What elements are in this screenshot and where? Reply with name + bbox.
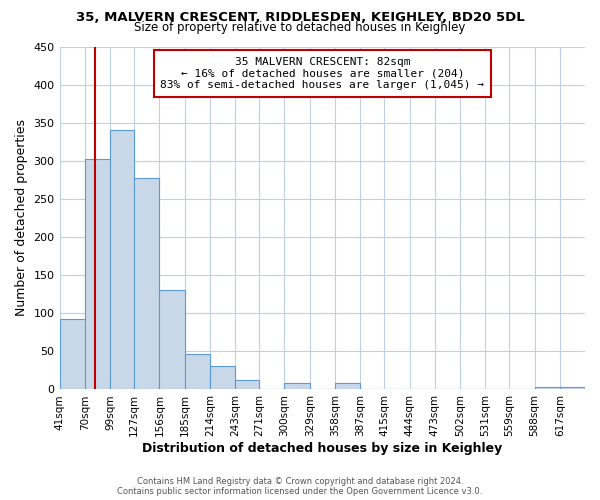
Text: Size of property relative to detached houses in Keighley: Size of property relative to detached ho… (134, 21, 466, 34)
Bar (235, 380, 259, 390)
Bar (160, 290, 185, 390)
Bar (85, 158, 110, 390)
Bar (185, 354, 210, 390)
Y-axis label: Number of detached properties: Number of detached properties (15, 120, 28, 316)
Text: 35 MALVERN CRESCENT: 82sqm
← 16% of detached houses are smaller (204)
83% of sem: 35 MALVERN CRESCENT: 82sqm ← 16% of deta… (160, 57, 484, 90)
Bar (59, 320, 85, 390)
Bar (535, 387, 560, 390)
Bar (134, 178, 160, 390)
Bar (335, 382, 360, 390)
Bar (210, 366, 235, 390)
X-axis label: Distribution of detached houses by size in Keighley: Distribution of detached houses by size … (142, 442, 502, 455)
Bar (110, 130, 134, 390)
Text: 35, MALVERN CRESCENT, RIDDLESDEN, KEIGHLEY, BD20 5DL: 35, MALVERN CRESCENT, RIDDLESDEN, KEIGHL… (76, 11, 524, 24)
Text: Contains HM Land Registry data © Crown copyright and database right 2024.
Contai: Contains HM Land Registry data © Crown c… (118, 476, 482, 496)
Bar (560, 387, 585, 390)
Bar (284, 384, 310, 390)
